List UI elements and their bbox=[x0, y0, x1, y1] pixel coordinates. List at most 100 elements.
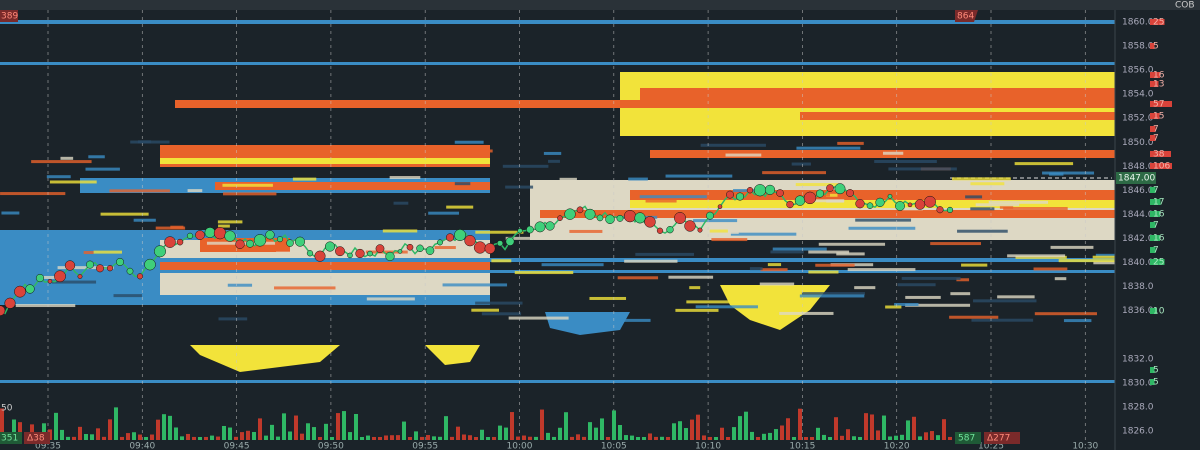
volume-bar bbox=[714, 436, 718, 440]
liquidity-cell bbox=[548, 159, 560, 163]
time-label: 09:40 bbox=[129, 442, 155, 450]
level-line bbox=[0, 20, 1115, 24]
liquidity-cell bbox=[31, 160, 92, 164]
volume-bar bbox=[888, 436, 892, 440]
liquidity-cell bbox=[901, 276, 961, 280]
trade-bubble bbox=[47, 279, 53, 284]
price-label: 1850.0 bbox=[1122, 138, 1154, 148]
liquidity-cell bbox=[885, 305, 902, 309]
volume-bar bbox=[786, 418, 790, 440]
volume-bar bbox=[156, 419, 160, 440]
badge-text: 587 bbox=[958, 434, 975, 444]
liquidity-cell bbox=[170, 225, 184, 229]
liquidity-cell bbox=[855, 218, 912, 222]
trade-bubble bbox=[186, 232, 194, 239]
trade-bubble bbox=[367, 250, 373, 257]
trade-bubble bbox=[484, 243, 496, 254]
liquidity-cell bbox=[434, 246, 456, 250]
volume-bar bbox=[852, 436, 856, 440]
volume-bar bbox=[396, 435, 400, 440]
volume-bar bbox=[126, 433, 130, 440]
liquidity-cell bbox=[113, 294, 142, 298]
liquidity-cell bbox=[137, 140, 152, 144]
price-label: 1836.0 bbox=[1122, 306, 1154, 316]
liquidity-cell bbox=[444, 149, 493, 153]
volume-bar bbox=[936, 435, 940, 440]
liquidity-cell bbox=[143, 300, 196, 304]
price-label: 1826.0 bbox=[1122, 427, 1154, 437]
cob-bar bbox=[1150, 43, 1155, 49]
liquidity-cell bbox=[796, 146, 861, 150]
liquidity-cell bbox=[36, 275, 57, 279]
trade-bubble bbox=[454, 229, 466, 241]
volume-bar bbox=[300, 433, 304, 440]
volume-bar bbox=[264, 435, 268, 440]
time-label: 10:15 bbox=[789, 442, 815, 450]
liquidity-cell bbox=[569, 229, 603, 233]
volume-bar bbox=[192, 436, 196, 440]
time-label: 10:10 bbox=[695, 442, 721, 450]
cob-bar bbox=[1150, 247, 1156, 253]
time-label: 09:50 bbox=[318, 442, 344, 450]
trade-bubble bbox=[314, 250, 326, 262]
time-label: 10:25 bbox=[978, 442, 1004, 450]
liquidity-cell bbox=[695, 305, 758, 309]
badge-text: 389 bbox=[1, 12, 18, 22]
volume-bar bbox=[846, 429, 850, 440]
trade-bubble bbox=[0, 305, 6, 316]
liquidity-cell bbox=[689, 286, 701, 290]
volume-bar bbox=[642, 437, 646, 440]
liquidity-zone bbox=[650, 150, 1115, 158]
trade-bubble bbox=[406, 243, 414, 251]
volume-bar bbox=[870, 414, 874, 440]
liquidity-cell bbox=[223, 192, 277, 196]
volume-bar bbox=[198, 436, 202, 440]
liquidity-cell bbox=[436, 151, 472, 155]
volume-bar bbox=[810, 436, 814, 440]
volume-bar bbox=[72, 436, 76, 440]
liquidity-cell bbox=[693, 219, 738, 223]
volume-bar bbox=[480, 429, 484, 440]
liquidity-cell bbox=[818, 242, 886, 246]
cob-bar bbox=[1150, 101, 1172, 107]
liquidity-cell bbox=[733, 188, 757, 192]
price-label: 1844.0 bbox=[1122, 210, 1154, 220]
level-line bbox=[0, 258, 1115, 262]
liquidity-cell bbox=[997, 295, 1035, 299]
trade-bubble bbox=[526, 225, 534, 234]
liquidity-cell bbox=[491, 259, 512, 263]
liquidity-cell bbox=[773, 193, 830, 197]
volume-bar bbox=[12, 419, 16, 440]
badge-text: Δ38 bbox=[27, 434, 45, 444]
volume-bar bbox=[738, 416, 742, 440]
trade-bubble bbox=[224, 230, 236, 242]
cob-bar bbox=[1150, 367, 1155, 373]
volume-bar bbox=[882, 415, 886, 440]
volume-bar bbox=[42, 423, 46, 440]
volume-bar bbox=[660, 436, 664, 440]
trade-bubble bbox=[253, 234, 267, 247]
liquidity-cell bbox=[725, 153, 762, 157]
volume-bar bbox=[702, 435, 706, 440]
time-label: 09:35 bbox=[35, 442, 61, 450]
volume-bar bbox=[582, 436, 586, 440]
liquidity-cell bbox=[611, 318, 651, 322]
liquidity-cell bbox=[791, 162, 811, 166]
volume-bar bbox=[666, 436, 670, 440]
cob-size: 25 bbox=[1153, 18, 1164, 28]
volume-bar bbox=[606, 437, 610, 440]
volume-bar bbox=[918, 436, 922, 440]
liquidity-cell bbox=[57, 266, 114, 270]
volume-bar bbox=[636, 436, 640, 440]
badge bbox=[0, 432, 22, 444]
cob-bar bbox=[1150, 259, 1165, 265]
level-line bbox=[0, 62, 1115, 65]
volume-bar bbox=[174, 427, 178, 440]
volume-bar bbox=[744, 411, 748, 440]
volume-bar bbox=[762, 433, 766, 440]
liquidity-cell bbox=[762, 171, 827, 175]
volume-bar bbox=[624, 435, 628, 440]
time-label: 09:55 bbox=[412, 442, 438, 450]
liquidity-cell bbox=[1063, 319, 1092, 323]
